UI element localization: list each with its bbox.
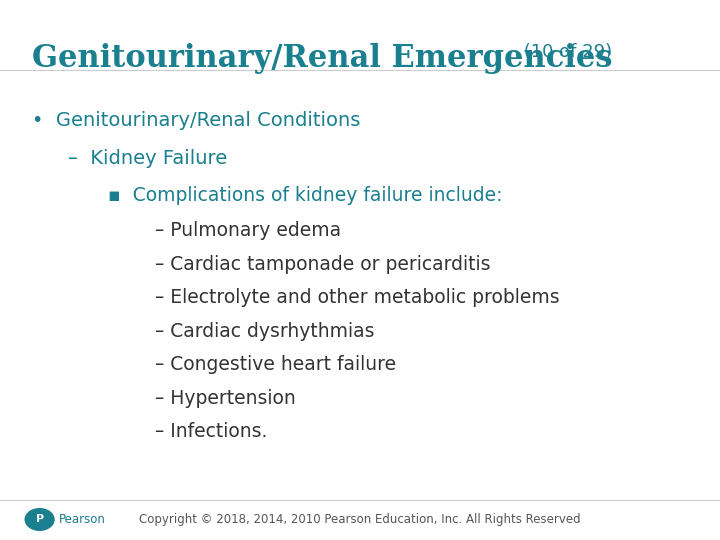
Text: – Cardiac dysrhythmias: – Cardiac dysrhythmias <box>155 322 374 341</box>
Text: Copyright © 2018, 2014, 2010 Pearson Education, Inc. All Rights Reserved: Copyright © 2018, 2014, 2010 Pearson Edu… <box>139 513 581 526</box>
Text: – Cardiac tamponade or pericarditis: – Cardiac tamponade or pericarditis <box>155 255 490 274</box>
Text: Pearson: Pearson <box>59 513 106 526</box>
Text: –  Kidney Failure: – Kidney Failure <box>68 148 228 167</box>
Text: (10 of 29): (10 of 29) <box>518 43 613 61</box>
Circle shape <box>25 509 54 530</box>
Text: Genitourinary/Renal Emergencies: Genitourinary/Renal Emergencies <box>32 43 613 74</box>
Text: – Infections.: – Infections. <box>155 422 267 441</box>
Text: ▪  Complications of kidney failure include:: ▪ Complications of kidney failure includ… <box>108 186 503 205</box>
Text: – Hypertension: – Hypertension <box>155 389 295 408</box>
Text: P: P <box>35 515 44 524</box>
Text: – Electrolyte and other metabolic problems: – Electrolyte and other metabolic proble… <box>155 288 559 307</box>
Text: •  Genitourinary/Renal Conditions: • Genitourinary/Renal Conditions <box>32 111 361 130</box>
Text: – Pulmonary edema: – Pulmonary edema <box>155 221 341 240</box>
Text: – Congestive heart failure: – Congestive heart failure <box>155 355 396 374</box>
